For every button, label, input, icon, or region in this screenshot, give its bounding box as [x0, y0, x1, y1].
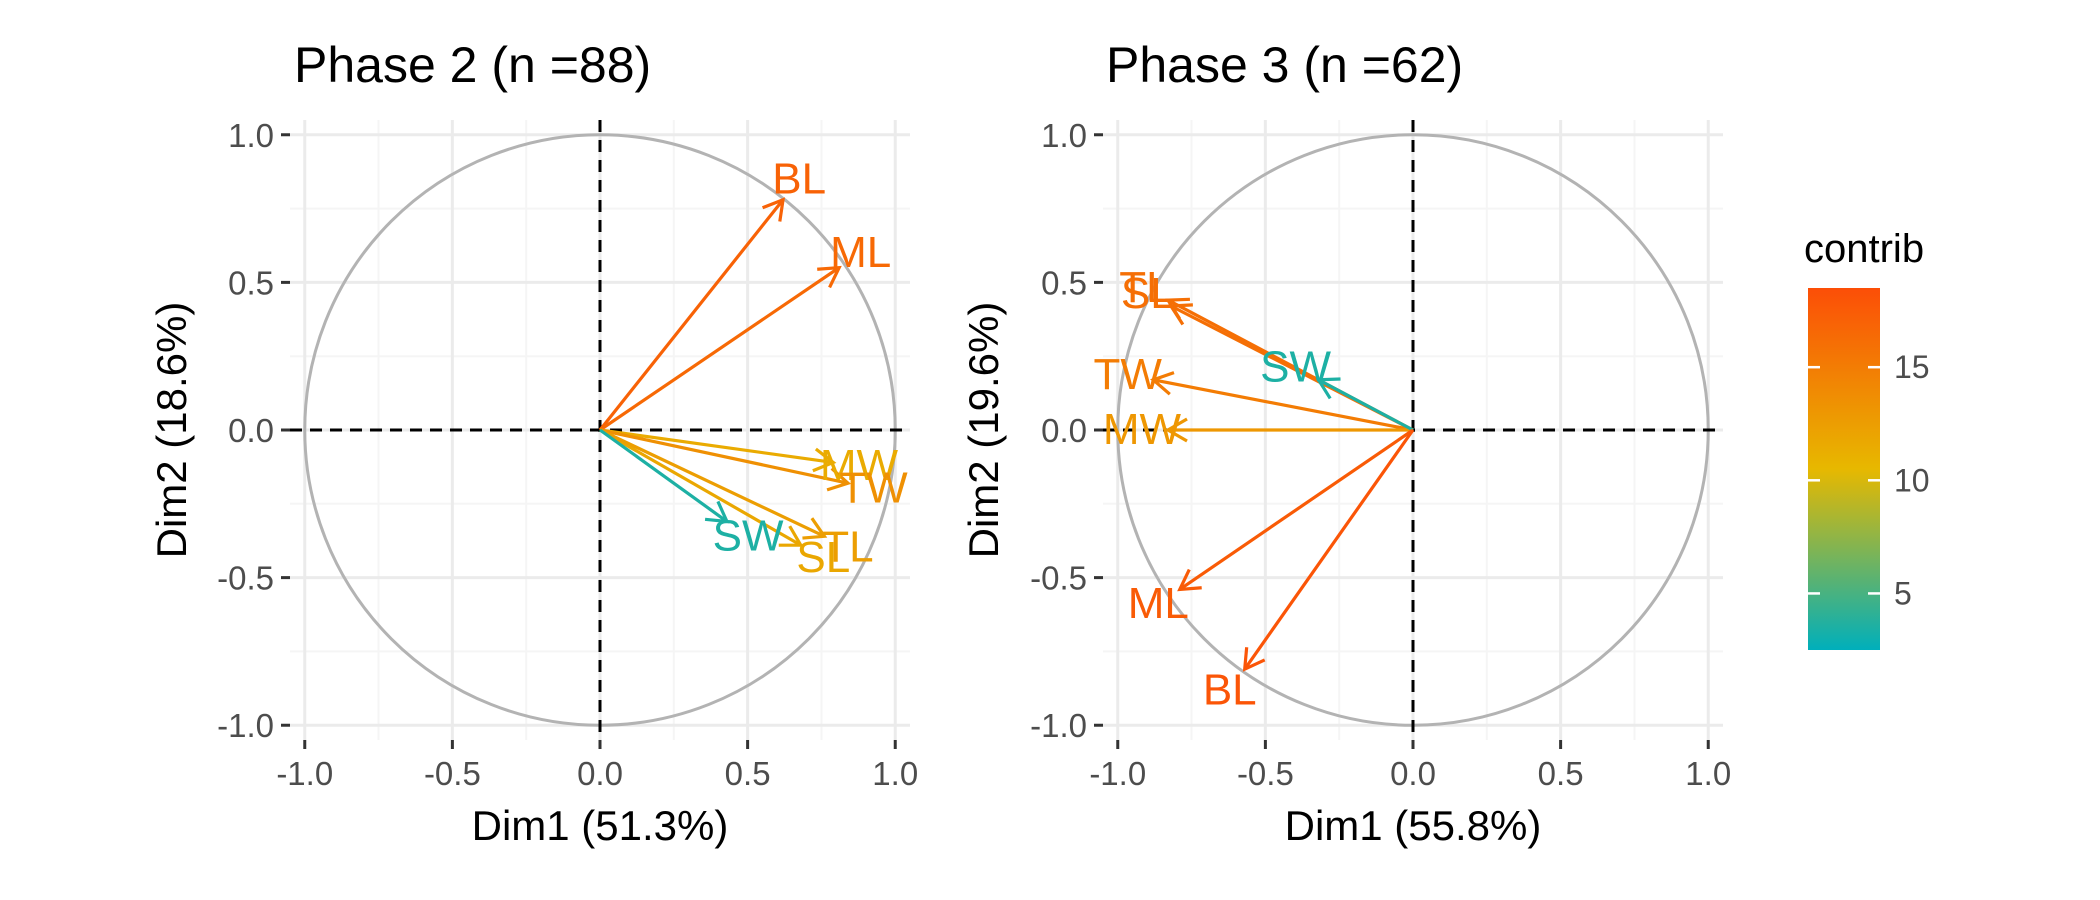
arrowhead-sl	[1168, 303, 1193, 326]
arrowhead-ml	[1177, 568, 1202, 592]
variable-arrow-ml	[599, 266, 841, 432]
y-axis-title: Dim2 (18.6%)	[148, 302, 195, 559]
variable-label-sw: SW	[1260, 343, 1331, 392]
variable-label-bl: BL	[1203, 665, 1257, 714]
legend-tick-label: 10	[1894, 462, 1930, 498]
x-tick-label: 0.5	[1538, 755, 1584, 792]
legend-title: contrib	[1804, 227, 1924, 271]
x-tick-label: 0.0	[1390, 755, 1436, 792]
arrowhead-mw	[1164, 417, 1188, 443]
x-tick-label: -1.0	[276, 755, 333, 792]
variable-label-mw: MW	[1103, 405, 1182, 454]
y-tick-label: 0.0	[1041, 412, 1087, 449]
variable-label-ml: ML	[830, 228, 891, 277]
variable-arrow-sl	[599, 428, 802, 547]
chart-panels: -1.0 -0.5 0.0 0.5 1.0-1.0-0.50.00.51.0BLMLMW…	[148, 37, 1731, 849]
arrowhead-sl	[778, 525, 804, 547]
arrowhead-ml	[817, 265, 842, 289]
variable-label-tl: TL	[1119, 263, 1170, 312]
variable-label-sl: SL	[1121, 269, 1175, 318]
variable-label-tw: TW	[839, 464, 908, 513]
variable-label-tw: TW	[1093, 350, 1162, 399]
variable-arrow-ml	[1178, 428, 1414, 591]
y-axis-title: Dim2 (19.6%)	[960, 302, 1007, 559]
arrowhead-bl	[1242, 647, 1266, 672]
y-tick-label: -0.5	[1030, 560, 1087, 597]
variable-arrow-mw	[599, 428, 834, 465]
x-tick-label: 1.0	[1685, 755, 1731, 792]
y-tick-label: -0.5	[217, 560, 274, 597]
arrowhead-tl	[802, 517, 828, 540]
variable-arrow-tl	[599, 428, 826, 538]
arrowhead-tw	[1150, 371, 1175, 396]
y-tick-label: 0.5	[1041, 264, 1087, 301]
legend-tick-label: 5	[1894, 575, 1912, 611]
y-tick-label: 1.0	[1041, 117, 1087, 154]
variable-arrow-sw	[599, 428, 728, 523]
y-tick-label: -1.0	[217, 707, 274, 744]
x-axis-title: Dim1 (55.8%)	[1285, 802, 1542, 849]
x-axis-title: Dim1 (51.3%)	[472, 802, 729, 849]
legend-tick-label: 15	[1894, 349, 1930, 385]
legend-colorbar	[1808, 288, 1880, 650]
variable-label-sw: SW	[713, 512, 784, 561]
variable-label-ml: ML	[1128, 579, 1189, 628]
y-tick-label: 0.5	[228, 264, 274, 301]
variable-arrow-bl	[1243, 429, 1415, 671]
x-tick-label: -1.0	[1089, 755, 1146, 792]
contrib-legend: contrib 5 10 15	[1804, 227, 1930, 650]
x-tick-label: -0.5	[424, 755, 481, 792]
panel-title: Phase 3 (n =62)	[1106, 37, 1463, 93]
x-tick-label: -0.5	[1237, 755, 1294, 792]
variable-label-bl: BL	[772, 154, 826, 203]
variable-arrow-tw	[1152, 378, 1414, 432]
x-tick-label: 0.5	[725, 755, 771, 792]
variable-arrow-sw	[1317, 378, 1414, 432]
y-tick-label: -1.0	[1030, 707, 1087, 744]
legend-ticks: 5 10 15	[1808, 349, 1930, 611]
arrowhead-bl	[761, 197, 786, 222]
arrowhead-tw	[826, 467, 852, 492]
variable-arrow-bl	[598, 198, 785, 431]
variable-label-sl: SL	[796, 533, 850, 582]
y-tick-label: 1.0	[228, 117, 274, 154]
variable-label-mw: MW	[820, 441, 899, 490]
arrowhead-sw	[1315, 377, 1341, 400]
panel-title: Phase 2 (n =88)	[294, 37, 651, 93]
x-tick-label: 1.0	[872, 755, 918, 792]
variable-label-tl: TL	[822, 522, 873, 571]
variable-arrow-tw	[599, 428, 849, 485]
x-tick-label: 0.0	[577, 755, 623, 792]
y-tick-label: 0.0	[228, 412, 274, 449]
arrowhead-mw	[812, 447, 837, 473]
arrowhead-sw	[704, 500, 730, 524]
